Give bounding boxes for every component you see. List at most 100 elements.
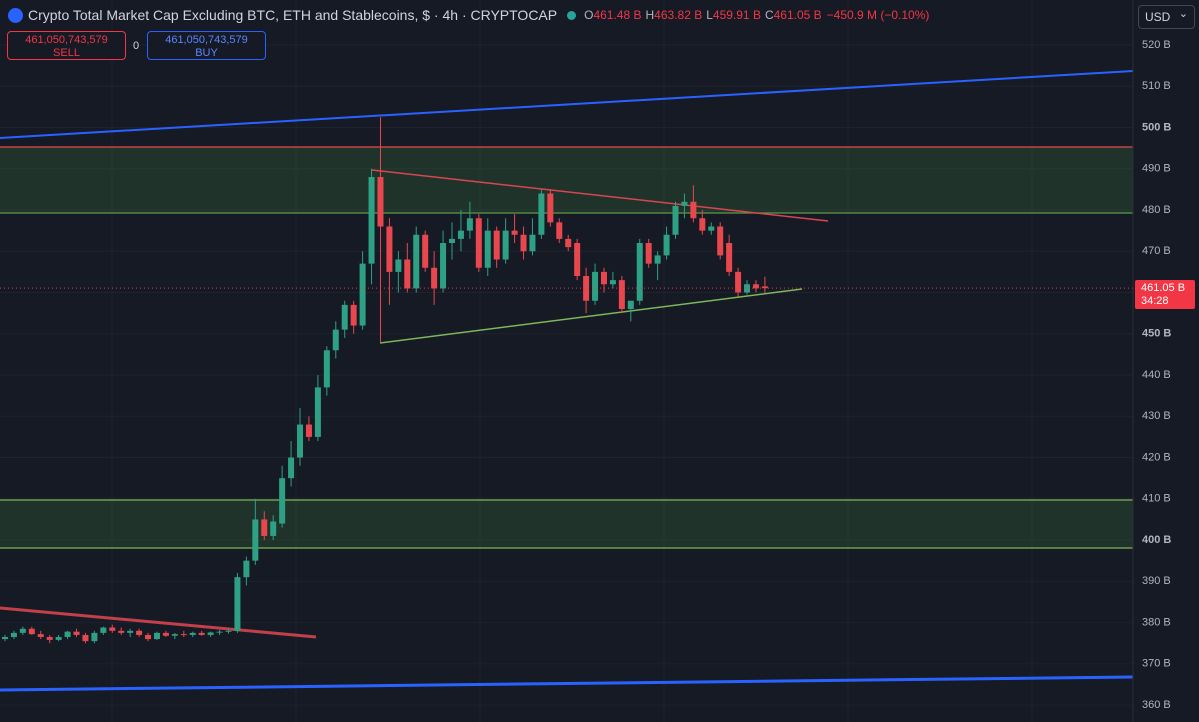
ohlc-value: 461.48 B <box>593 8 642 22</box>
drawings <box>0 70 1134 692</box>
y-tick-label: 450 B <box>1142 328 1171 340</box>
currency-select[interactable]: USD <box>1138 3 1195 29</box>
candle-body <box>127 630 134 633</box>
candle-body <box>422 234 429 268</box>
candle-body <box>699 218 706 231</box>
candle-body <box>305 424 312 437</box>
candle-body <box>475 218 482 268</box>
candle-body <box>136 630 143 635</box>
candle-body <box>645 243 652 264</box>
candle-body <box>466 218 473 231</box>
buy-price: 461,050,743,579 <box>165 34 248 46</box>
ohlc-value: 463.82 B <box>654 8 703 22</box>
candle-body <box>556 222 563 239</box>
candle-body <box>350 304 357 326</box>
candle-body <box>440 243 447 289</box>
candle-body <box>627 300 634 310</box>
candle-body <box>55 637 62 640</box>
triangle-bottom <box>379 288 803 344</box>
demand-zone <box>0 500 1133 548</box>
candle-body <box>216 631 223 633</box>
candle-body <box>145 634 152 640</box>
candle-body <box>502 230 509 260</box>
candle-body <box>663 234 670 256</box>
candle-body <box>431 267 438 289</box>
candle-body <box>583 276 590 301</box>
candle-body <box>91 632 98 642</box>
candle-body <box>314 387 321 437</box>
candle-body <box>529 234 536 252</box>
y-tick-label: 470 B <box>1142 245 1171 257</box>
candle-body <box>457 230 464 239</box>
candle-body <box>377 176 384 227</box>
market-status <box>567 10 577 20</box>
candle-body <box>395 259 402 272</box>
candle-body <box>565 238 572 248</box>
candle-body <box>672 205 679 235</box>
candle-body <box>252 519 259 561</box>
candle-body <box>609 280 616 285</box>
candle-body <box>708 226 715 231</box>
candle-body <box>162 632 169 636</box>
candle-body <box>28 628 35 635</box>
candle-body <box>207 632 214 635</box>
candle-body <box>359 263 366 326</box>
candle-body <box>19 628 26 633</box>
candle-body <box>404 259 411 289</box>
candle-body <box>261 519 268 536</box>
ohlc-value: 459.91 B <box>712 8 761 22</box>
candle-body <box>735 271 742 293</box>
candle-body <box>636 243 643 301</box>
ohlc-label: O <box>584 8 594 22</box>
change: −450.9 M (−0.10%) <box>826 8 930 22</box>
y-tick-label: 360 B <box>1142 699 1171 711</box>
sell-price: 461,050,743,579 <box>25 34 108 46</box>
y-tick-label: 370 B <box>1142 658 1171 670</box>
candle-body <box>341 304 348 330</box>
candle-body <box>717 226 724 256</box>
y-tick-label: 430 B <box>1142 410 1171 422</box>
grid <box>0 44 1133 706</box>
candle-body <box>288 457 295 479</box>
channel-top <box>0 70 1134 139</box>
candle-body <box>109 627 116 631</box>
ohlc-label: C <box>764 8 774 22</box>
y-tick-label: 480 B <box>1142 204 1171 216</box>
triangle-top <box>371 169 829 222</box>
time-grid <box>111 0 1033 722</box>
candle-body <box>171 634 178 636</box>
candle-body <box>493 230 500 260</box>
candle-body <box>297 424 304 458</box>
candle-body <box>744 284 751 293</box>
supply-zone <box>0 147 1133 213</box>
ohlc-label: L <box>706 8 713 22</box>
candles <box>0 117 1133 644</box>
last-price: 461.05 B <box>1141 282 1186 295</box>
sell-button[interactable]: 461,050,743,579 SELL <box>7 31 126 60</box>
candle-body <box>73 631 80 635</box>
candle-body <box>153 632 160 640</box>
candle-body <box>681 201 688 206</box>
candle-body <box>2 637 8 640</box>
ohlc-value: 461.05 B <box>773 8 822 22</box>
candle-body <box>574 243 581 277</box>
ohlc-label: H <box>645 8 655 22</box>
candle-body <box>547 193 554 223</box>
candle-body <box>323 350 330 388</box>
symbol-icon <box>8 7 23 23</box>
y-tick-label: 500 B <box>1142 121 1171 133</box>
candle-body <box>279 478 286 524</box>
countdown: 34:28 <box>1141 295 1169 308</box>
buy-button[interactable]: 461,050,743,579 BUY <box>147 31 266 60</box>
buy-label: BUY <box>195 47 218 59</box>
y-tick-label: 390 B <box>1142 575 1171 587</box>
candle-body <box>10 632 17 638</box>
y-tick-label: 520 B <box>1142 39 1171 51</box>
candle-body <box>100 627 107 633</box>
last-price-label: 461.05 B 34:28 <box>1135 280 1195 310</box>
candle-body <box>82 634 89 642</box>
candle-body <box>690 201 697 219</box>
candle-body <box>654 255 661 264</box>
